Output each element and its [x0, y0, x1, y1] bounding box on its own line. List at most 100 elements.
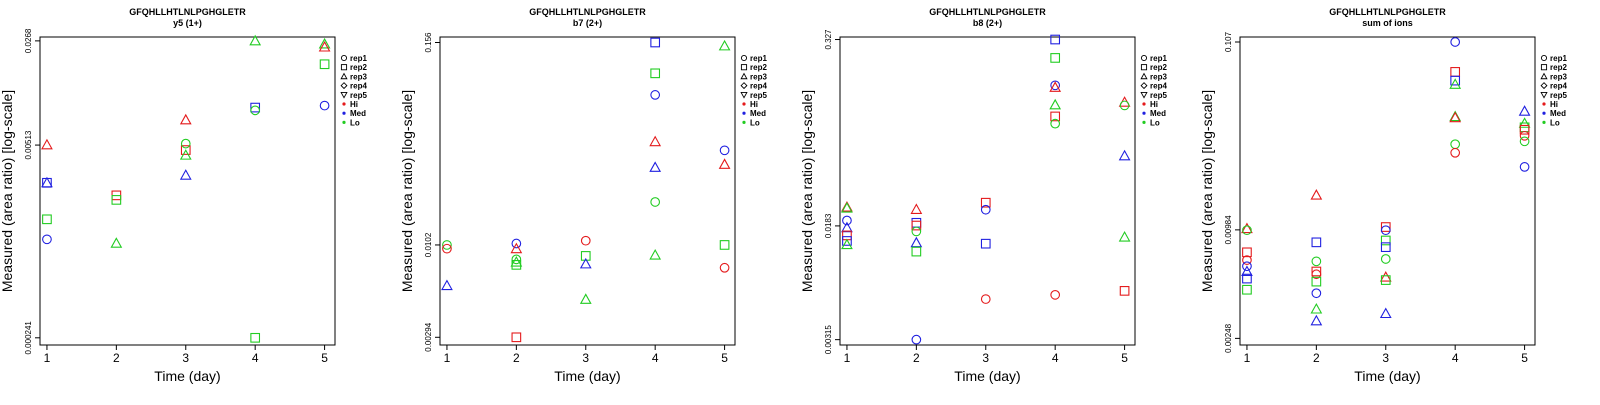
data-point [319, 100, 330, 111]
x-tick-label: 2 [113, 351, 120, 365]
x-tick-label: 2 [913, 351, 920, 365]
data-point [719, 262, 730, 273]
triangle-down-icon [340, 92, 348, 99]
data-point [1119, 286, 1130, 296]
data-point [579, 293, 592, 304]
data-point [1242, 247, 1252, 258]
legend-label: Hi [350, 100, 358, 109]
data-point [1518, 105, 1531, 116]
data-point [1380, 222, 1391, 232]
data-point [41, 176, 53, 188]
legend-item-lo: Lo [1142, 118, 1160, 127]
legend-item-med: Med [1542, 109, 1566, 118]
x-axis-label: Time (day) [1354, 368, 1420, 384]
legend-label: Lo [1550, 118, 1560, 127]
y-axis-label: Measured (area ratio) [log-scale] [399, 90, 415, 292]
legend-item-rep1: rep1 [340, 54, 367, 63]
data-point [1380, 275, 1391, 285]
y-axis-label: Measured (area ratio) [log-scale] [1199, 90, 1215, 292]
color-dot-icon [342, 102, 346, 106]
data-point [842, 215, 852, 226]
data-point [911, 246, 922, 257]
color-dot-icon [742, 120, 746, 124]
legend-label: rep3 [750, 72, 767, 81]
circle-icon [1140, 54, 1148, 62]
color-dot-icon [1142, 120, 1146, 124]
legend-item-rep5: rep5 [340, 91, 367, 100]
y-tick-label: 0.000241 [24, 321, 33, 355]
data-point [841, 221, 853, 233]
legend-label: rep4 [1550, 82, 1567, 91]
legend-item-rep3: rep3 [340, 72, 367, 81]
legend-item-rep1: rep1 [1540, 54, 1567, 63]
y-tick-label: 0.0102 [424, 232, 433, 257]
legend-item-rep2: rep2 [1140, 63, 1167, 72]
color-dot-icon [742, 102, 746, 106]
data-point [980, 204, 991, 215]
y-tick-label: 0.156 [424, 32, 433, 53]
legend-item-rep3: rep3 [740, 72, 767, 81]
data-point [179, 169, 192, 180]
data-point [42, 234, 52, 245]
data-point [511, 238, 522, 249]
legend-label: rep4 [350, 82, 367, 91]
data-point [1119, 100, 1130, 111]
legend-label: Lo [350, 118, 360, 127]
data-point [910, 236, 923, 248]
legend-label: rep2 [350, 63, 367, 72]
legend-item-rep1: rep1 [740, 54, 767, 63]
x-tick-label: 4 [252, 351, 259, 365]
legend-item-rep2: rep2 [740, 63, 767, 72]
legend-item-rep2: rep2 [340, 63, 367, 72]
legend-item-lo: Lo [342, 118, 360, 127]
data-point [250, 102, 261, 113]
diamond-icon [1140, 82, 1148, 90]
y-tick-label: 0.00513 [24, 130, 33, 159]
y-axis-label: Measured (area ratio) [log-scale] [0, 90, 15, 292]
x-axis-label: Time (day) [554, 368, 620, 384]
data-point [649, 161, 662, 172]
data-point [111, 195, 122, 205]
data-point [718, 39, 731, 51]
data-point [510, 255, 523, 267]
data-point [911, 226, 922, 237]
data-point [1310, 302, 1323, 314]
y-tick-label: 0.00315 [824, 325, 833, 354]
legend-item-rep2: rep2 [1540, 63, 1567, 72]
color-dot-icon [1142, 111, 1146, 115]
data-point [180, 145, 191, 155]
panel-subtitle: y5 (1+) [173, 18, 202, 28]
data-point [1519, 130, 1530, 141]
data-point [1050, 80, 1061, 91]
data-point [1050, 53, 1061, 63]
legend-label: rep2 [1550, 63, 1567, 72]
data-point [719, 240, 730, 250]
data-point [1311, 288, 1322, 299]
square-icon [1540, 64, 1548, 71]
data-point [1118, 96, 1131, 107]
diamond-icon [340, 82, 348, 90]
legend-label: rep2 [750, 63, 767, 72]
data-point [441, 279, 453, 291]
x-tick-label: 1 [1244, 351, 1251, 365]
data-point [650, 68, 661, 79]
legend-label: rep1 [1550, 54, 1567, 63]
legend-item-rep4: rep4 [1140, 82, 1167, 91]
y-tick-label: 0.0268 [24, 28, 33, 53]
data-point [1050, 111, 1061, 122]
legend-label: Hi [1550, 100, 1558, 109]
x-tick-label: 5 [1121, 351, 1128, 365]
panel-title: GFQHLLHTLNLPGHGLETR [1329, 7, 1446, 17]
data-point [1311, 256, 1322, 267]
x-tick-label: 1 [44, 351, 51, 365]
data-point [249, 34, 262, 46]
data-point [319, 59, 330, 70]
data-point [1050, 34, 1061, 45]
x-tick-label: 3 [182, 351, 189, 365]
data-point [1241, 222, 1253, 234]
data-point [1449, 78, 1462, 89]
